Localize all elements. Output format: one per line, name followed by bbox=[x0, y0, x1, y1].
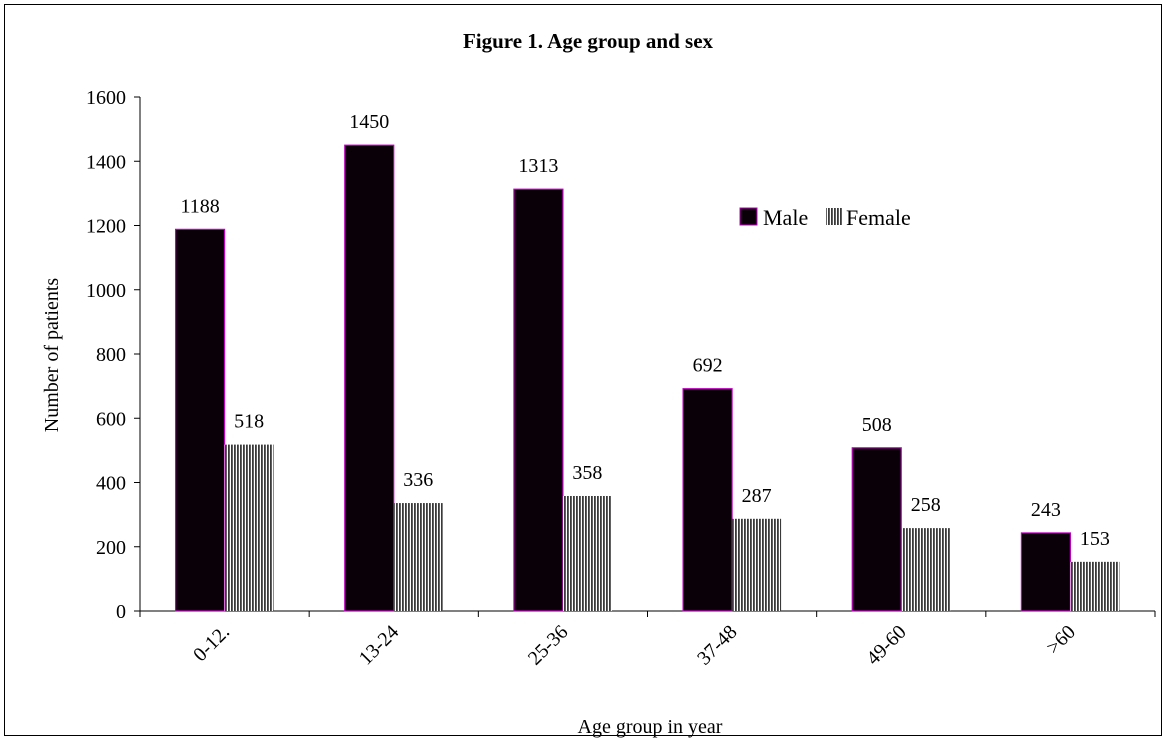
bar-female bbox=[901, 528, 951, 611]
legend-swatch-female bbox=[826, 208, 843, 225]
data-label-male: 1450 bbox=[349, 111, 389, 133]
data-label-female: 258 bbox=[911, 494, 941, 516]
bar-male bbox=[682, 388, 733, 612]
y-tick-label: 800 bbox=[96, 344, 126, 366]
data-label-male: 1313 bbox=[518, 155, 558, 177]
y-tick-label: 1600 bbox=[86, 87, 126, 109]
x-tick-label: 25-36 bbox=[524, 621, 573, 670]
y-tick-label: 400 bbox=[96, 473, 126, 495]
data-label-female: 287 bbox=[742, 485, 772, 507]
data-label-male: 508 bbox=[862, 414, 892, 436]
legend: Male Female bbox=[739, 205, 911, 230]
bar-female bbox=[393, 503, 443, 611]
y-tick-label: 1400 bbox=[86, 151, 126, 173]
data-label-male: 1188 bbox=[180, 195, 219, 217]
bar-male bbox=[1020, 532, 1072, 612]
x-tick-label: 49-60 bbox=[862, 621, 911, 670]
x-axis-label: Age group in year bbox=[578, 716, 723, 738]
y-tick-label: 200 bbox=[96, 537, 126, 559]
x-tick-label: >60 bbox=[1042, 621, 1080, 659]
x-tick-label: 0-12. bbox=[189, 621, 234, 666]
x-tick-label: 37-48 bbox=[693, 621, 742, 670]
bar-male bbox=[851, 447, 902, 612]
y-tick-label: 1000 bbox=[86, 280, 126, 302]
bar-male bbox=[344, 144, 395, 612]
y-axis-label: Number of patients bbox=[41, 278, 63, 433]
x-tick-label: 13-24 bbox=[355, 621, 404, 670]
legend-swatch-male bbox=[739, 207, 758, 226]
bar-female bbox=[732, 518, 782, 611]
legend-label-female: Female bbox=[846, 205, 911, 230]
bar-male bbox=[513, 188, 564, 612]
data-label-male: 243 bbox=[1031, 499, 1061, 521]
data-label-female: 153 bbox=[1080, 528, 1110, 550]
y-tick-label: 1200 bbox=[86, 216, 126, 238]
data-label-female: 358 bbox=[572, 462, 602, 484]
bar-female bbox=[562, 495, 612, 611]
bar-female bbox=[1070, 561, 1120, 611]
data-label-female: 336 bbox=[403, 469, 433, 491]
bar-male bbox=[174, 228, 226, 612]
y-tick-label: 600 bbox=[96, 408, 126, 430]
data-label-female: 518 bbox=[234, 411, 264, 433]
data-label-male: 692 bbox=[693, 355, 723, 377]
bar-female bbox=[224, 444, 274, 611]
y-tick-label: 0 bbox=[116, 601, 126, 623]
chart-title: Figure 1. Age group and sex bbox=[463, 29, 714, 53]
legend-label-male: Male bbox=[763, 205, 808, 230]
